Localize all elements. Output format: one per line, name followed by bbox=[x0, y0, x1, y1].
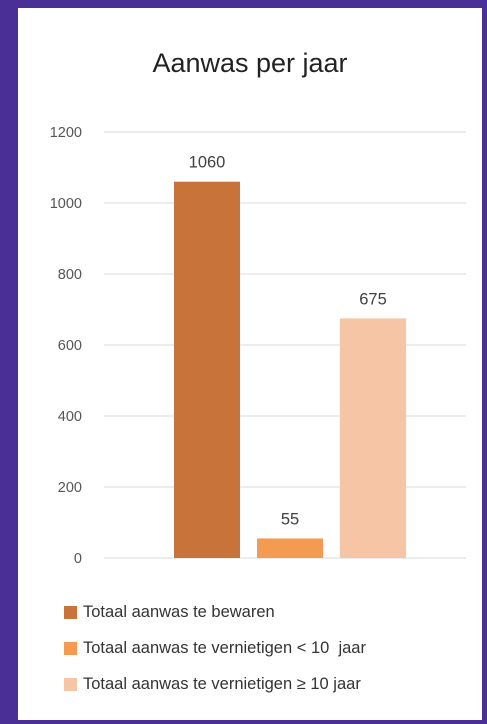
legend: Totaal aanwas te bewaren Totaal aanwas t… bbox=[64, 594, 366, 702]
data-label-2: 675 bbox=[359, 290, 387, 308]
data-label-0: 1060 bbox=[189, 154, 226, 172]
y-tick-label-200: 200 bbox=[58, 480, 82, 496]
legend-item-vernietigen-kort: Totaal aanwas te vernietigen < 10 jaar bbox=[64, 630, 366, 666]
y-tick-label-1200: 1200 bbox=[50, 125, 82, 141]
legend-item-vernietigen-lang: Totaal aanwas te vernietigen ≥ 10 jaar bbox=[64, 666, 366, 702]
legend-swatch-vernietigen-kort bbox=[64, 641, 77, 655]
y-tick-label-1000: 1000 bbox=[50, 196, 82, 212]
bar-plot: 0 200 400 600 800 1000 1200 1060 55 675 bbox=[50, 125, 466, 567]
chart-title: Aanwas per jaar bbox=[152, 48, 348, 78]
data-label-1: 55 bbox=[281, 510, 299, 528]
legend-label-vernietigen-lang: Totaal aanwas te vernietigen ≥ 10 jaar bbox=[83, 674, 361, 693]
legend-label-vernietigen-kort: Totaal aanwas te vernietigen < 10 jaar bbox=[83, 638, 366, 657]
y-tick-label-600: 600 bbox=[58, 338, 82, 354]
legend-swatch-vernietigen-lang bbox=[64, 677, 77, 691]
y-tick-label-400: 400 bbox=[58, 409, 82, 425]
chart-panel: Aanwas per jaar 0 200 400 600 800 1000 1200 106… bbox=[18, 8, 482, 720]
legend-item-bewaren: Totaal aanwas te bewaren bbox=[64, 594, 366, 630]
y-tick-label-800: 800 bbox=[58, 267, 82, 283]
bar-2 bbox=[340, 318, 406, 558]
legend-label-bewaren: Totaal aanwas te bewaren bbox=[83, 602, 275, 621]
bar-1 bbox=[257, 538, 323, 558]
bar-0 bbox=[174, 181, 240, 558]
y-tick-label-0: 0 bbox=[74, 551, 82, 567]
legend-swatch-bewaren bbox=[64, 605, 77, 619]
